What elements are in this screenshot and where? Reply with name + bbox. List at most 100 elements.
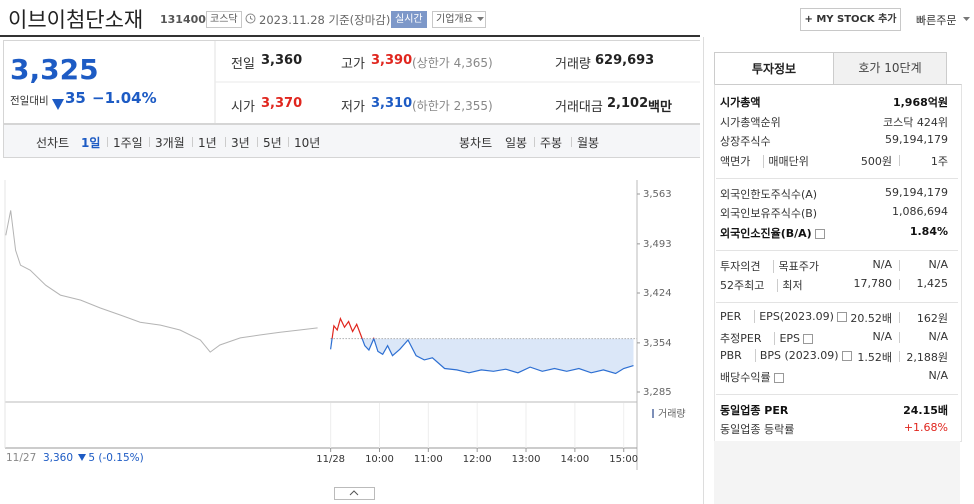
prev-close: 3,360 xyxy=(42,452,74,464)
overview-label: 기업개요 xyxy=(436,14,473,25)
prev-change: 5 xyxy=(88,452,96,464)
info-label-group: 외국인한도주식수(A) xyxy=(720,186,817,202)
value-separator xyxy=(899,259,900,271)
info-label: BPS (2023.09) xyxy=(754,349,839,362)
price-box xyxy=(3,40,700,124)
stat-value: 2,102 xyxy=(607,96,649,111)
info-value: 코스닥 424위 xyxy=(883,115,948,129)
period-tab[interactable]: 5년 xyxy=(263,136,282,150)
x-tick-label: 15:00 xyxy=(609,454,638,465)
info-value: +1.68% xyxy=(903,421,948,434)
down-icon xyxy=(52,95,64,114)
stat-label: 시가 xyxy=(231,100,255,115)
collapse-icon xyxy=(349,490,359,496)
period-tab[interactable]: 3개월 xyxy=(155,136,185,150)
info-label-group: 시가총액순위 xyxy=(720,114,781,130)
y-tick-label: 3,563 xyxy=(643,189,672,200)
price-line xyxy=(330,316,634,375)
info-label-group: 투자의견 목표주가 xyxy=(720,258,819,274)
info-label-group: 52주최고 최저 xyxy=(720,277,803,293)
period-tab[interactable]: 10년 xyxy=(294,136,321,150)
info-label: 시가총액순위 xyxy=(720,115,781,129)
stat-value: 629,693 xyxy=(595,53,655,68)
quick-order[interactable]: 빠른주문 xyxy=(916,14,957,27)
info-label-group: 외국인소진율(B/A) xyxy=(720,225,825,241)
tab-group-label: 선차트 xyxy=(36,136,70,150)
info-label-group: PER EPS(2023.09) xyxy=(720,310,847,323)
section-divider xyxy=(716,393,958,395)
change-label: 전일대비 xyxy=(10,95,49,107)
market-badge: 코스닥 xyxy=(206,11,242,28)
stat-label: 저가 xyxy=(341,100,365,115)
stock-name: 이브이첨단소재 xyxy=(8,8,144,32)
info-value: 1,086,694 xyxy=(892,205,948,218)
stat-value: 3,310 xyxy=(371,96,413,111)
info-label: 시가총액 xyxy=(720,96,761,109)
info-value: 59,194,179 xyxy=(885,185,948,199)
help-icon[interactable] xyxy=(814,228,825,239)
info-value: 162원 xyxy=(916,312,948,325)
info-value: 2,188원 xyxy=(906,351,948,364)
candle-tab[interactable]: 월봉 xyxy=(577,136,600,150)
info-row: 외국인한도주식수(A) 59,194,179 xyxy=(720,186,950,202)
info-label-group: 동일업종 PER xyxy=(720,402,788,418)
info-label: EPS(2023.09) xyxy=(754,310,834,323)
info-label: 외국인소진율(B/A) xyxy=(720,226,812,240)
candle-tab[interactable]: 주봉 xyxy=(540,136,563,150)
stat-label: 전일 xyxy=(231,57,255,72)
x-tick-label: 10:00 xyxy=(365,454,394,465)
tab-bar xyxy=(3,124,700,158)
info-row: 시가총액 1,968억원 xyxy=(720,94,950,110)
tab-separator xyxy=(149,137,150,147)
value-separator xyxy=(899,154,900,166)
tab-separator xyxy=(107,137,108,147)
info-row: 동일업종 PER 24.15배 xyxy=(720,402,950,418)
candle-tab[interactable]: 일봉 xyxy=(505,136,528,150)
section-divider xyxy=(716,177,958,179)
info-label: PBR xyxy=(720,349,742,362)
stock-code: 131400 xyxy=(160,13,206,26)
tab-separator xyxy=(225,137,226,147)
info-label-group: 배당수익률 xyxy=(720,369,784,385)
info-label-group: 추정PER EPS xyxy=(720,330,814,346)
period-tab[interactable]: 1주일 xyxy=(113,136,143,150)
clock-icon xyxy=(245,13,256,24)
info-value: N/A xyxy=(928,329,948,343)
tab-separator xyxy=(192,137,193,147)
info-tab[interactable]: 투자정보 xyxy=(714,52,834,85)
x-tick-label: 12:00 xyxy=(463,454,492,465)
help-icon[interactable] xyxy=(836,312,847,322)
period-tab[interactable]: 1일 xyxy=(81,136,101,150)
stat-value: 3,360 xyxy=(261,53,303,68)
y-tick-label: 3,354 xyxy=(643,338,672,349)
tab-separator xyxy=(534,137,535,147)
value-separator xyxy=(899,331,900,343)
my-stock-button[interactable]: + MY STOCK 추가 xyxy=(800,8,901,31)
info-tab[interactable]: 호가 10단계 xyxy=(833,52,947,85)
tab-separator xyxy=(571,137,572,147)
stat-label: 고가 xyxy=(341,57,365,72)
period-tab[interactable]: 1년 xyxy=(198,136,217,150)
collapse-button[interactable] xyxy=(334,487,375,500)
help-icon[interactable] xyxy=(803,333,814,344)
prev-day-info: 11/27 3,360 5 (-0.15%) xyxy=(6,452,144,464)
info-label-group: PBR BPS (2023.09) xyxy=(720,349,852,362)
value-separator xyxy=(899,279,900,290)
info-footer xyxy=(714,441,960,504)
help-icon[interactable] xyxy=(841,351,852,361)
info-label: 투자의견 xyxy=(720,259,761,273)
info-label: 외국인보유주식수(B) xyxy=(720,207,818,220)
info-row: PER EPS(2023.09) 20.52배 162원 xyxy=(720,310,950,326)
help-icon[interactable] xyxy=(773,372,784,383)
stat-label: 거래대금 xyxy=(555,100,603,115)
price-rate: −1.04% xyxy=(92,89,157,107)
overview-button[interactable]: 기업개요 xyxy=(432,11,486,28)
period-tab[interactable]: 3년 xyxy=(231,136,250,150)
info-value: 1,425 xyxy=(916,277,949,290)
x-tick-label: 11:00 xyxy=(414,454,443,465)
info-label: 동일업종 PER xyxy=(720,403,789,417)
info-value: N/A xyxy=(872,329,892,343)
realtime-badge[interactable]: 실시간 xyxy=(391,11,427,28)
stat-note: (상한가 4,365) xyxy=(412,56,493,70)
